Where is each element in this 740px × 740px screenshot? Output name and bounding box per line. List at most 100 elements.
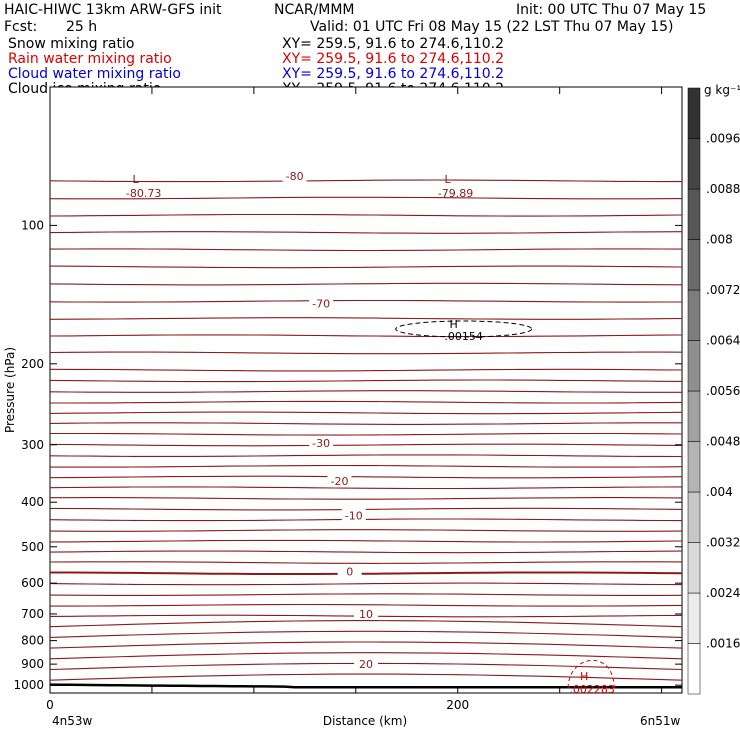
colorbar-tick-label: .0048 [706,435,740,449]
temperature-contour-line [49,379,683,383]
temperature-contour-line [49,529,683,532]
colorbar-segment [687,390,701,442]
y-tick-label: 500 [21,540,44,554]
temperature-contour-line [49,652,683,660]
colorbar-tick-label: .0064 [706,334,740,348]
model-title: HAIC-HIWC 13km ARW-GFS init [4,2,222,18]
temperature-contour-line [49,673,683,681]
temperature-contour-line [49,550,683,554]
temperature-contour-line [50,571,683,575]
field-name-cloud-water: Cloud water mixing ratio [8,66,181,82]
colorbar-tick-label: .008 [706,233,733,247]
temperature-contour-line [49,299,682,303]
colorbar-segment [687,239,701,291]
colorbar-tick-label: .0016 [706,637,740,651]
contour-label-bg [341,508,366,522]
colorbar-tick-label: .0096 [706,132,740,146]
forecast-label: Fcst: [4,19,37,35]
temperature-contour-line [49,179,682,183]
temperature-contour-line [49,196,683,200]
colorbar-segment [687,592,701,644]
contour-label-bg [282,168,307,182]
colorbar-tick-label: .0072 [706,283,740,297]
left-endpoint-label: 4n53w [52,714,93,728]
x-tick-label: 200 [446,698,469,712]
y-tick-label: 600 [21,576,44,590]
temperature-contour-line [49,282,683,286]
temperature-contour-line [50,497,683,500]
contour-label-bg [309,296,334,310]
contour-label: -70 [312,298,330,311]
y-tick-label: 200 [21,357,44,371]
cloud-ice-contour [395,320,533,338]
colorbar-segment [687,491,701,543]
forecast-value: 25 h [66,19,97,35]
extremum-marker: L [444,173,451,186]
contour-label: -80 [286,170,304,183]
contour-label: 10 [359,608,373,621]
colorbar: g kg⁻¹ .0016 .0024 .0032 .004 .0048 .0056 .006… [687,83,740,695]
colorbar-tick-label: .0024 [706,586,740,600]
field-xy-cloud-water: XY= 259.5, 91.6 to 274.6,110.2 [282,66,504,82]
x-axis-label: Distance (km) [323,714,407,728]
y-tick-label: 700 [21,607,44,621]
contour-label-bg [309,435,334,449]
temperature-contour-line [49,443,683,447]
temperature-contour-line [50,400,683,404]
temperature-contour-line [49,334,683,338]
temperature-contour-line [49,475,683,479]
temperature-contour-line [49,518,683,522]
temperature-contour-line [49,231,683,234]
temperature-contour-line [49,454,683,458]
colorbar-segment [687,138,701,190]
y-tick-label: 100 [21,218,44,232]
temperature-contour-line [50,603,683,607]
cloud-ice-marker: H [450,318,458,331]
field-xy-rain: XY= 259.5, 91.6 to 274.6,110.2 [282,51,504,67]
colorbar-segment [687,289,701,341]
colorbar-tick-label: .0032 [706,536,740,550]
rain-water-contour [567,659,615,689]
y-tick-label: 1000 [13,678,44,692]
temperature-contour-line [49,411,683,415]
extremum-marker: L [133,173,140,186]
field-xy-snow: XY= 259.5, 91.6 to 274.6,110.2 [282,36,504,52]
colorbar-units: g kg⁻¹ [704,83,740,97]
temperature-contour-line [49,620,683,628]
temperature-contour-line [49,317,683,320]
colorbar-segment [687,340,701,392]
field-name-snow: Snow mixing ratio [8,36,134,52]
extremum-value: -79.89 [438,187,473,200]
temperature-contour-line [49,265,683,269]
y-tick-label: 300 [21,438,44,452]
colorbar-tick-label: .0056 [706,384,740,398]
contour-label-bg [354,606,378,620]
contour-label: -10 [345,510,363,523]
y-tick-label: 400 [21,495,44,509]
temperature-contour-line [49,507,683,511]
temperature-contour-line [50,432,683,436]
temperature-contour-line [49,368,683,372]
colorbar-segment [687,643,701,695]
temperature-contour-line [49,582,683,586]
temperature-contour-line [49,213,683,217]
temperature-contour-line [49,248,683,252]
temperature-contour-line [49,630,683,638]
contour-label: 0 [346,566,353,579]
surface-line [49,683,682,689]
temperature-contour-line [49,593,683,596]
rain-water-marker: H [580,670,588,683]
field-name-rain: Rain water mixing ratio [8,51,172,67]
colorbar-segment [687,188,701,240]
y-tick-label: 900 [21,657,44,671]
plot-frame [49,86,683,694]
colorbar-segment [687,87,701,139]
temperature-contour-line [50,464,683,468]
extremum-value: -80.73 [126,187,161,200]
cloud-ice-value: .00154 [444,330,483,343]
contour-label-bg [354,657,378,671]
temperature-contour-line [49,422,682,425]
init-time: Init: 00 UTC Thu 07 May 15 [516,2,706,18]
right-endpoint-label: 6n51w [640,714,681,728]
